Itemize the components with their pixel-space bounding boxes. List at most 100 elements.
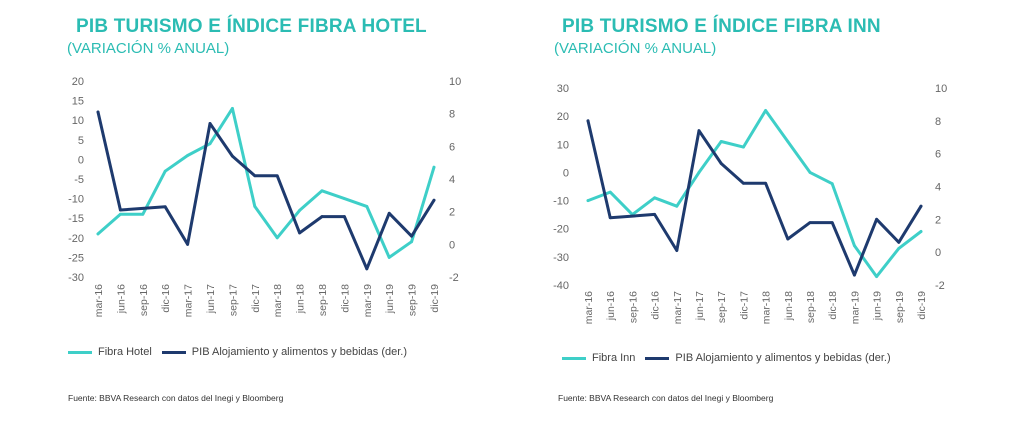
y-tick-label-left: -20 [553,224,569,236]
x-tick-label: dic-18 [827,291,839,320]
data-point [208,142,212,146]
data-point [853,244,856,248]
data-point [387,256,391,259]
y-tick-label-left: -15 [68,213,84,225]
data-point [875,275,878,278]
data-point [919,230,923,233]
x-tick-label: mar-16 [583,291,595,324]
data-point [320,215,324,218]
x-tick-label: jun-18 [295,284,307,314]
x-tick-label: dic-19 [429,284,441,313]
data-point [764,109,767,112]
data-point [808,221,812,225]
legend-swatch [161,350,186,354]
data-point [231,107,234,110]
line-chart-fibra-hotel: 20151050-5-10-15-20-25-301086420-2mar-16… [68,76,461,317]
x-tick-label: mar-19 [362,284,374,317]
data-point [764,181,767,185]
data-point [163,205,167,209]
data-point [808,171,812,174]
chart-panel-fibra-hotel: PIB TURISMO E ÍNDICE FIBRA HOTEL (VARIAC… [0,0,500,422]
y-tick-label-right: 0 [935,247,941,259]
data-point [697,129,701,133]
y-tick-label-right: 8 [449,109,455,121]
data-point [208,122,212,125]
x-tick-label: dic-18 [339,284,351,313]
x-tick-label: mar-17 [183,284,195,317]
y-tick-label-right: 10 [449,76,461,88]
y-tick-label-right: 0 [449,239,455,251]
x-tick-label: sep-19 [407,284,419,316]
data-point [608,216,612,220]
y-tick-label-left: 10 [72,115,84,127]
x-tick-label: sep-17 [227,284,239,316]
legend-label: Fibra Inn [592,352,636,364]
legend-item: Fibra Hotel [68,346,152,358]
y-tick-label-left: -40 [553,280,569,292]
data-point [653,213,656,216]
x-tick-label: mar-18 [272,284,284,317]
x-tick-label: mar-17 [672,291,684,324]
x-tick-label: dic-19 [916,291,928,320]
y-tick-label-left: 0 [78,154,84,166]
x-tick-label: jun-19 [872,291,884,321]
chart-legend: Fibra Hotel PIB Alojamiento y alimentos … [68,346,417,358]
y-tick-label-right: 8 [935,116,941,128]
data-point [586,119,590,123]
data-point [298,231,301,235]
data-point [697,171,701,174]
y-tick-label-right: 6 [935,149,941,161]
data-point [365,205,369,208]
y-tick-label-left: 30 [557,83,569,95]
legend-label: PIB Alojamiento y alimentos y bebidas (d… [191,346,408,358]
x-tick-label: dic-17 [250,284,262,313]
x-tick-label: jun-16 [115,284,127,314]
chart-subtitle: (VARIACIÓN % ANUAL) [67,40,230,57]
chart-title: PIB TURISMO E ÍNDICE FIBRA INN [562,16,881,37]
data-point [897,240,901,244]
source-note: Fuente: BBVA Research con datos del Ineg… [68,393,284,403]
chart-title: PIB TURISMO E ÍNDICE FIBRA HOTEL [76,16,427,37]
data-point [897,247,901,250]
data-point [275,174,279,178]
data-point [320,189,324,193]
y-tick-label-left: -25 [68,252,84,264]
data-point [343,197,346,201]
data-point [410,234,413,238]
x-tick-label: jun-19 [384,284,396,314]
data-point [387,211,391,215]
x-tick-label: sep-18 [805,291,817,323]
data-point [119,208,122,212]
x-tick-label: sep-16 [627,291,639,323]
data-point [96,110,100,114]
y-tick-label-right: -2 [935,280,945,292]
y-tick-label-left: 5 [78,135,84,147]
data-point [141,212,145,216]
series-line-pib [96,110,436,271]
legend-swatch [562,356,586,360]
data-point [786,140,790,143]
data-point [163,169,167,173]
y-tick-label-right: 2 [449,207,455,219]
data-point [830,221,834,225]
y-tick-label-left: -30 [68,272,84,284]
x-tick-label: jun-17 [694,291,706,321]
x-tick-label: dic-17 [738,291,750,320]
data-point [410,240,413,244]
y-tick-label-right: 2 [935,214,941,226]
series-line-pib [586,119,923,277]
x-tick-label: sep-18 [317,284,329,316]
data-point [675,204,679,208]
x-tick-label: jun-17 [205,284,217,314]
y-tick-label-left: -10 [553,196,569,208]
x-tick-label: dic-16 [650,291,662,320]
x-tick-label: sep-19 [894,291,906,323]
x-tick-label: jun-18 [783,291,795,321]
legend-item: Fibra Inn [562,352,635,364]
data-point [186,242,190,246]
data-point [275,236,279,240]
data-point [719,162,723,165]
y-tick-label-left: 20 [72,76,84,88]
data-point [141,207,145,210]
